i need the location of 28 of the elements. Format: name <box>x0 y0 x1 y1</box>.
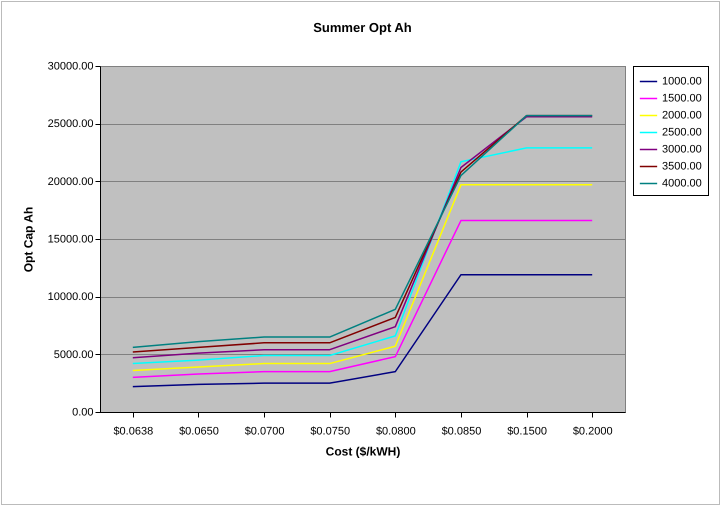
x-tick-label: $0.0800 <box>376 426 416 438</box>
x-tick-label: $0.0650 <box>179 426 219 438</box>
line-series <box>132 184 593 372</box>
y-tick-label: 5000.00 <box>54 348 94 361</box>
line-series <box>132 274 593 388</box>
line-series <box>132 220 593 378</box>
x-tick-label: $0.0750 <box>310 426 350 438</box>
y-tick-label: 20000.00 <box>48 176 94 188</box>
y-tick-label: 10000.00 <box>48 291 94 304</box>
x-tick-label: $0.0850 <box>442 426 482 438</box>
x-tick-label: $0.0700 <box>244 426 284 438</box>
chart-title: Summer Opt Ah <box>313 20 412 35</box>
x-axis-title: Cost ($/kWH) <box>326 444 400 458</box>
legend-label: 1000.00 <box>662 76 702 88</box>
legend-label: 1500.00 <box>662 92 702 104</box>
x-tick-label: $0.0638 <box>113 426 154 438</box>
x-tick-label: $0.2000 <box>572 426 613 438</box>
legend-label: 3500.00 <box>662 160 702 172</box>
y-tick-label: 0.00 <box>72 406 94 418</box>
y-tick-label: 15000.00 <box>48 234 94 246</box>
legend-label: 2500.00 <box>662 126 702 138</box>
y-tick-label: 25000.00 <box>48 118 94 130</box>
legend-label: 2000.00 <box>662 110 702 122</box>
legend-label: 4000.00 <box>662 178 702 190</box>
y-axis-title: Opt Cap Ah <box>22 206 36 272</box>
x-tick-label: $0.1500 <box>507 426 547 438</box>
y-tick-label: 30000.00 <box>48 60 94 72</box>
legend-label: 3000.00 <box>662 144 702 156</box>
